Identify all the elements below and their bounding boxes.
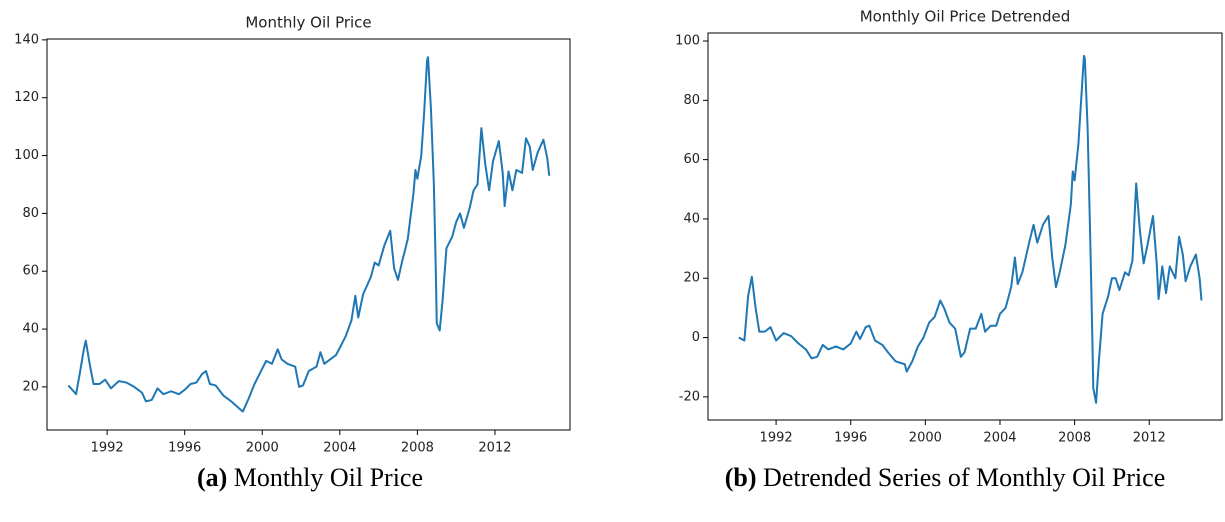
x-tick-label: 2004 [983,431,1016,446]
data-line [67,56,551,413]
y-tick-label: 60 [22,264,39,279]
y-tick-label: 40 [22,322,39,337]
x-tick-label: 2012 [1133,431,1166,446]
x-tick-label: 2000 [246,441,279,456]
y-tick-label: 60 [683,152,700,167]
y-tick-label: 0 [692,330,700,345]
chart-title: Monthly Oil Price [245,14,371,32]
data-line [738,54,1203,404]
x-tick-label: 1996 [168,441,201,456]
caption-label: (b) [725,463,757,492]
y-tick-label: 40 [683,211,700,226]
caption-text: Detrended Series of Monthly Oil Price [763,463,1165,492]
plot-frame [46,38,571,431]
caption: (a) Monthly Oil Price [197,463,423,492]
caption-text: Monthly Oil Price [234,463,423,492]
x-tick-label: 2004 [323,441,356,456]
x-tick-label: 1996 [834,431,867,446]
x-tick-label: 2008 [401,441,434,456]
chart-title: Monthly Oil Price Detrended [860,8,1071,26]
y-tick-label: 120 [14,90,39,105]
x-tick-label: 2008 [1058,431,1091,446]
caption: (b) Detrended Series of Monthly Oil Pric… [725,463,1165,492]
y-tick-label: 20 [22,379,39,394]
x-tick-label: 1992 [760,431,793,446]
y-tick-label: 140 [14,32,39,47]
x-tick-label: 2012 [478,441,511,456]
y-tick-label: 100 [675,34,700,49]
y-tick-label: -20 [679,389,700,404]
caption-label: (a) [197,463,227,492]
y-tick-label: 20 [683,271,700,286]
x-tick-label: 1992 [91,441,124,456]
y-tick-label: 80 [683,93,700,108]
y-tick-label: 80 [22,206,39,221]
x-tick-label: 2000 [909,431,942,446]
y-tick-label: 100 [14,148,39,163]
plot-frame [707,32,1223,421]
